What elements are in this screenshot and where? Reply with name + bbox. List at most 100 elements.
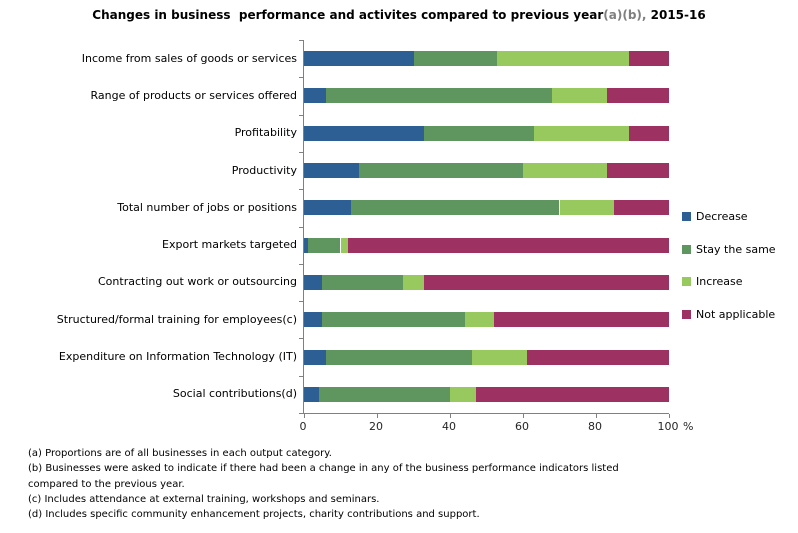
bar-row-social-contributions-d — [304, 386, 669, 402]
bar-segment-increase — [340, 237, 348, 253]
legend-swatch-increase — [682, 277, 691, 286]
bar-segment-decrease — [304, 125, 425, 141]
footnote-line: (b) Businesses were asked to indicate if… — [28, 463, 619, 475]
bar-segment-not-applicable — [526, 349, 669, 365]
bar-segment-not-applicable — [606, 88, 669, 104]
footnotes: (a) Proportions are of all businesses in… — [28, 446, 628, 522]
category-axis-tick — [299, 152, 303, 153]
bar-segment-stay-the-same — [358, 163, 523, 179]
category-label-social-contributions-d: Social contributions(d) — [172, 387, 297, 400]
bar-segment-increase — [533, 125, 629, 141]
category-axis-tick — [299, 264, 303, 265]
bar-row-profitability — [304, 125, 669, 141]
legend-label-increase: Increase — [696, 275, 743, 288]
bar-segment-not-applicable — [475, 386, 669, 402]
bar-segment-not-applicable — [493, 312, 669, 328]
bar-segment-decrease — [304, 274, 323, 290]
bar-segment-stay-the-same — [413, 51, 498, 67]
value-axis-tick-label: 80 — [588, 420, 602, 433]
bar-segment-increase — [402, 274, 425, 290]
legend-swatch-not-applicable — [682, 310, 691, 319]
bar-row-structured-formal-training-for-employees-c — [304, 312, 669, 328]
value-axis-tick-label: 20 — [369, 420, 383, 433]
bar-segment-decrease — [304, 349, 326, 365]
legend-swatch-stay-the-same — [682, 245, 691, 254]
bar-segment-increase — [523, 163, 607, 179]
bar-segment-decrease — [304, 237, 308, 253]
bar-row-export-markets-targeted — [304, 237, 669, 253]
category-label-productivity: Productivity — [231, 164, 297, 177]
bar-segment-stay-the-same — [325, 88, 553, 104]
bar-segment-stay-the-same — [322, 312, 465, 328]
bar-row-productivity — [304, 163, 669, 179]
footnote-line: (a) Proportions are of all businesses in… — [28, 448, 332, 459]
legend-label-stay-the-same: Stay the same — [696, 243, 776, 256]
category-label-contracting-out-work-or-outsourcing: Contracting out work or outsourcing — [98, 275, 297, 288]
value-axis-tick-label: 40 — [442, 420, 456, 433]
category-axis-tick — [299, 77, 303, 78]
value-axis-tick — [304, 414, 305, 418]
category-label-structured-formal-training-for-employees-c: Structured/formal training for employees… — [56, 313, 297, 326]
legend-item-decrease: Decrease — [682, 210, 748, 223]
bar-segment-decrease — [304, 200, 352, 216]
bar-segment-decrease — [304, 312, 323, 328]
footnote-line: (d) Includes specific community enhancem… — [28, 509, 480, 521]
bar-row-expenditure-on-information-technology-it — [304, 349, 669, 365]
bar-row-range-of-products-or-services-offered — [304, 88, 669, 104]
footnote-line: (c) Includes attendance at external trai… — [28, 493, 380, 505]
bar-segment-increase — [471, 349, 527, 365]
bar-segment-stay-the-same — [424, 125, 534, 141]
value-axis-tick-label: 100 — [657, 420, 679, 433]
bar-segment-decrease — [304, 51, 414, 67]
category-axis-tick — [299, 338, 303, 339]
category-axis-tick — [299, 376, 303, 377]
bar-segment-not-applicable — [628, 51, 669, 67]
category-axis-tick — [299, 413, 303, 414]
value-axis-tick — [669, 414, 670, 418]
category-label-expenditure-on-information-technology-it: Expenditure on Information Technology (I… — [58, 350, 297, 363]
category-axis-tick — [299, 301, 303, 302]
bar-segment-not-applicable — [347, 237, 669, 253]
bar-segment-stay-the-same — [318, 386, 450, 402]
plot-area — [299, 40, 670, 418]
chart-title-main: Changes in business performance and acti… — [92, 8, 604, 22]
category-axis-tick — [299, 189, 303, 190]
bar-segment-stay-the-same — [325, 349, 472, 365]
category-axis-tick — [299, 40, 303, 41]
legend-swatch-decrease — [682, 212, 691, 221]
chart-title-footnote-marks: (a)(b), — [603, 8, 647, 22]
value-axis-tick — [523, 414, 524, 418]
bar-row-income-from-sales-of-goods-or-services — [304, 51, 669, 67]
category-label-export-markets-targeted: Export markets targeted — [162, 238, 297, 251]
category-label-income-from-sales-of-goods-or-services: Income from sales of goods or services — [81, 52, 297, 65]
value-axis-tick-label: 60 — [515, 420, 529, 433]
category-label-range-of-products-or-services-offered: Range of products or services offered — [90, 89, 297, 102]
legend-label-decrease: Decrease — [696, 210, 748, 223]
category-label-total-number-of-jobs-or-positions: Total number of jobs or positions — [117, 201, 297, 214]
legend-item-not-applicable: Not applicable — [682, 308, 775, 321]
bar-row-total-number-of-jobs-or-positions — [304, 200, 669, 216]
value-axis-tick — [377, 414, 378, 418]
legend-label-not-applicable: Not applicable — [696, 308, 776, 321]
value-axis-tick — [596, 414, 597, 418]
bar-segment-decrease — [304, 163, 359, 179]
category-axis-tick — [299, 115, 303, 116]
bar-segment-not-applicable — [424, 274, 669, 290]
footnote-line: compared to the previous year. — [28, 478, 185, 490]
bar-segment-not-applicable — [628, 125, 669, 141]
legend-item-stay-the-same: Stay the same — [682, 243, 776, 256]
chart-title: Changes in business performance and acti… — [0, 8, 798, 22]
bar-row-contracting-out-work-or-outsourcing — [304, 274, 669, 290]
category-label-profitability: Profitability — [234, 126, 297, 139]
bar-segment-not-applicable — [614, 200, 669, 216]
bar-segment-increase — [497, 51, 629, 67]
bar-segment-stay-the-same — [322, 274, 403, 290]
axis-unit-label: % — [683, 420, 694, 433]
chart-title-year: 2015-16 — [646, 8, 706, 22]
bar-segment-not-applicable — [606, 163, 669, 179]
bar-segment-increase — [464, 312, 494, 328]
category-axis-tick — [299, 227, 303, 228]
bar-segment-stay-the-same — [307, 237, 341, 253]
bar-segment-decrease — [304, 88, 326, 104]
value-axis-tick-label: 0 — [299, 420, 307, 433]
